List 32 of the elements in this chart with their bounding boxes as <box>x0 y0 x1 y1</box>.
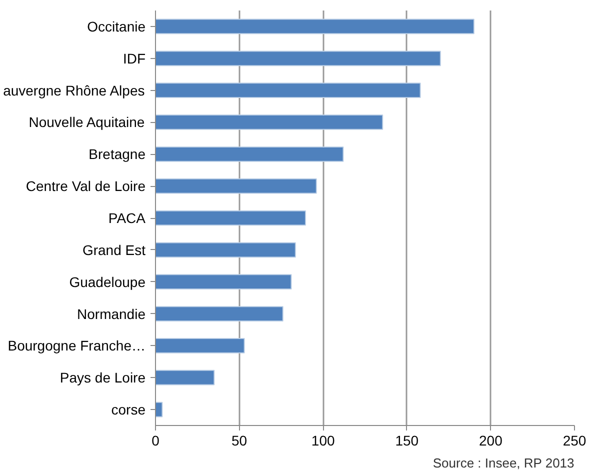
bar <box>156 50 441 66</box>
source-note: Source : Insee, RP 2013 <box>432 456 574 470</box>
bar <box>156 178 317 194</box>
y-tick-label: Occitanie <box>87 18 146 34</box>
y-tick-label: Guadeloupe <box>69 274 146 290</box>
x-tick-label: 100 <box>311 432 335 448</box>
bar <box>156 114 384 130</box>
bar <box>156 306 284 322</box>
y-tick-label: corse <box>111 402 146 418</box>
x-tick-label: 150 <box>395 432 419 448</box>
bar <box>156 274 292 290</box>
y-tick-label: PACA <box>108 210 146 226</box>
bar <box>156 242 296 258</box>
bar <box>156 82 421 98</box>
bar <box>156 210 306 226</box>
y-tick-label: Grand Est <box>82 242 146 258</box>
y-tick-label: Nouvelle Aquitaine <box>28 114 145 130</box>
x-tick-label: 0 <box>152 432 160 448</box>
y-tick-label: auvergne Rhône Alpes <box>3 82 145 98</box>
y-tick-label: Bretagne <box>88 146 146 162</box>
y-tick-label: Bourgogne Franche… <box>8 338 146 354</box>
x-tick-label: 200 <box>479 432 503 448</box>
x-tick-label: 50 <box>232 432 248 448</box>
bar <box>156 370 215 386</box>
bar <box>156 146 344 162</box>
x-tick-label: 250 <box>562 432 586 448</box>
y-tick-label: Normandie <box>77 306 146 322</box>
bar <box>156 18 474 34</box>
y-tick-label: Pays de Loire <box>60 370 146 386</box>
y-tick-label: IDF <box>122 50 146 66</box>
bar <box>156 338 245 354</box>
y-tick-label: Centre Val de Loire <box>26 178 146 194</box>
